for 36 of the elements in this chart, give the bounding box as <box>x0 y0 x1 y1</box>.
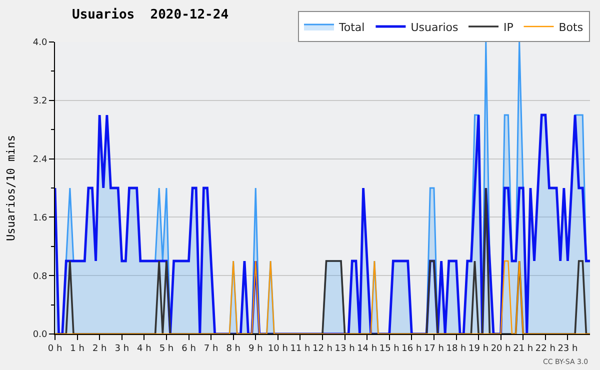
x-tick-label: 6 h <box>182 344 196 354</box>
x-tick-label: 13 h <box>334 344 355 354</box>
legend-label: Total <box>338 20 365 34</box>
x-tick-label: 18 h <box>446 344 466 354</box>
x-tick-label: 15 h <box>379 344 400 354</box>
x-tick-label: 1 h <box>70 344 84 354</box>
legend-label: IP <box>504 20 514 34</box>
y-tick-label: 0.8 <box>32 272 48 282</box>
x-tick-label: 21 h <box>513 344 534 354</box>
x-tick-label: 10 h <box>268 344 288 354</box>
x-tick-label: 17 h <box>424 344 444 354</box>
y-axis-title: Usuarios/10 mins <box>4 135 18 241</box>
x-tick-label: 5 h <box>159 344 174 354</box>
x-tick-label: 8 h <box>226 344 240 354</box>
legend-label: Usuarios <box>410 20 459 34</box>
x-tick-label: 11 h <box>290 344 310 354</box>
legend-label: Bots <box>558 20 584 34</box>
x-tick-label: 23 h <box>558 344 578 354</box>
x-tick-label: 20 h <box>490 344 511 354</box>
y-tick-label: 4.0 <box>32 38 48 48</box>
x-tick-label: 9 h <box>248 344 263 354</box>
x-tick-label: 14 h <box>357 344 378 354</box>
x-tick-label: 4 h <box>137 344 152 354</box>
x-tick-label: 12 h <box>312 344 333 354</box>
x-tick-label: 19 h <box>468 344 489 354</box>
y-tick-label: 3.2 <box>32 96 48 107</box>
chart-title: Usuarios 2020-12-24 <box>72 7 229 22</box>
x-tick-label: 22 h <box>535 344 556 354</box>
x-tick-label: 2 h <box>92 344 107 354</box>
y-tick-label: 2.4 <box>32 154 48 165</box>
y-tick-label: 0.0 <box>32 330 48 340</box>
x-tick-label: 7 h <box>204 344 218 354</box>
x-tick-label: 16 h <box>402 344 422 354</box>
y-tick-label: 1.6 <box>32 213 48 224</box>
x-tick-label: 3 h <box>114 344 130 354</box>
x-tick-label: 0 h <box>48 344 62 354</box>
